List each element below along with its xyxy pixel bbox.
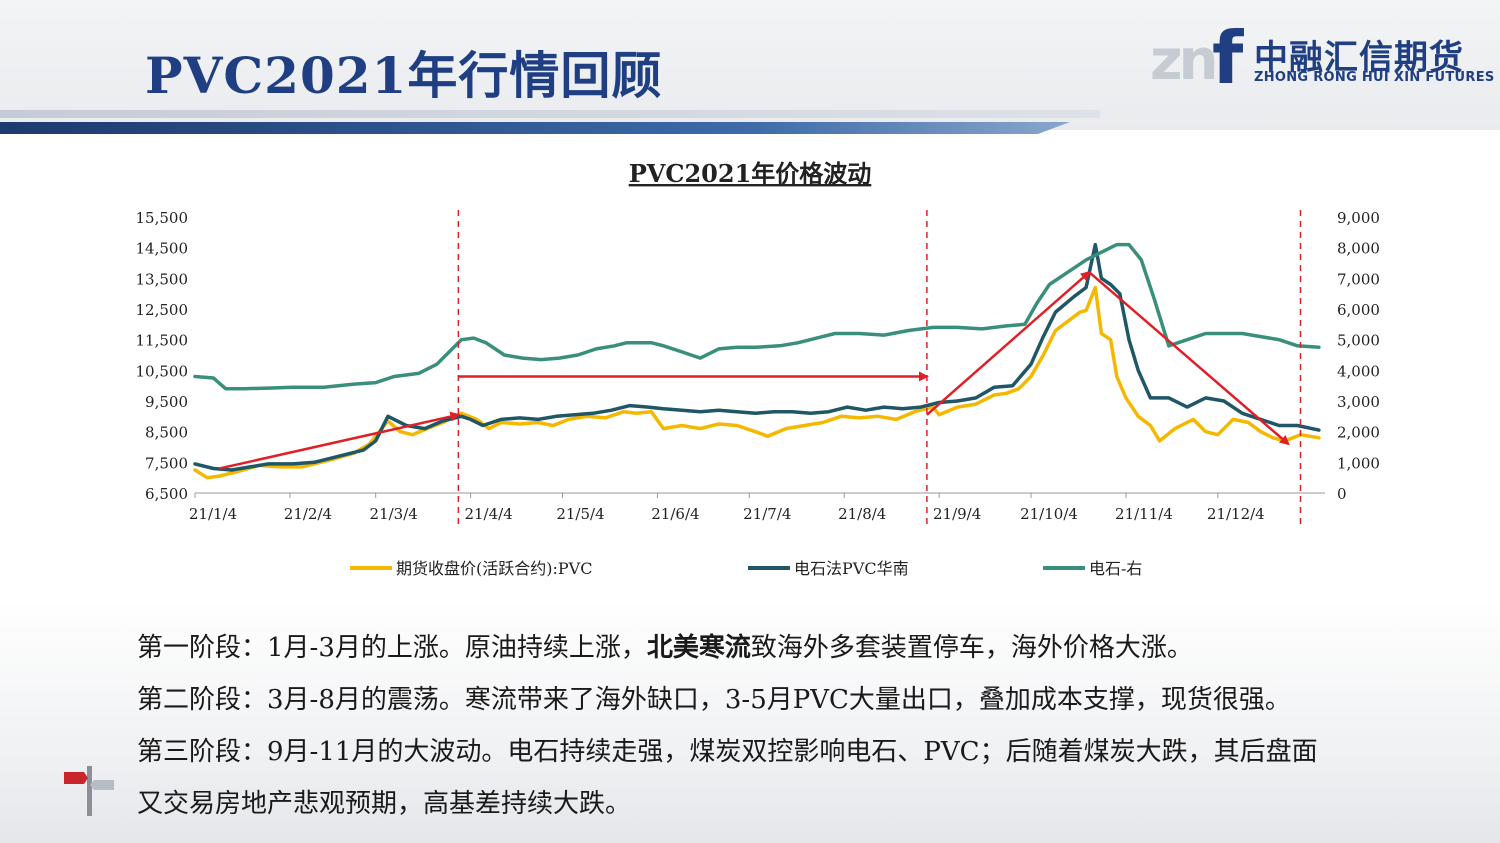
right-axis-tick-label: 9,000 — [1337, 209, 1380, 227]
x-axis-tick-label: 21/9/4 — [933, 505, 981, 523]
legend-label: 电石法PVC华南 — [794, 559, 909, 578]
chart-title: PVC2021年价格波动 — [629, 159, 872, 188]
left-axis-tick-label: 13,500 — [136, 270, 189, 288]
stage-one-highlight: 北美寒流 — [646, 633, 751, 663]
price-chart: PVC2021年价格波动 15,500 14,500 13,500 12,500 11,5… — [136, 159, 1380, 578]
stage-one-text: 第一阶段：1月-3月的上涨。原油持续上涨，北美寒流致海外多套装置停车，海外价格大… — [137, 622, 1457, 674]
left-axis-tick-label: 15,500 — [136, 209, 189, 227]
left-axis-tick-label: 10,500 — [136, 362, 189, 380]
left-axis-tick-label: 11,500 — [136, 332, 189, 350]
stage-two-text: 第二阶段：3月-8月的震荡。寒流带来了海外缺口，3-5月PVC大量出口，叠加成本… — [137, 685, 1291, 715]
trend-arrow — [1088, 271, 1290, 446]
logo-chinese-name: 中融汇信期货 — [1254, 38, 1464, 78]
left-axis-tick-label: 14,500 — [136, 240, 189, 258]
x-axis-tick-label: 21/6/4 — [651, 505, 699, 523]
left-axis-tick-label: 7,500 — [145, 454, 188, 472]
stage-one-lead: 第一阶段：1月-3月的上涨。原油持续上涨， — [137, 633, 647, 663]
right-axis-tick-label: 8,000 — [1337, 240, 1380, 258]
stage-three-text: 第三阶段：9月-11月的大波动。电石持续走强，煤炭双控影响电石、PVC；后随着煤… — [137, 737, 1318, 767]
x-axis-tick-label: 21/5/4 — [556, 505, 604, 523]
company-logo: zn f 中融汇信期货 ZHONG RONG HUI XIN FUTURES — [1150, 16, 1494, 100]
header-background — [0, 0, 1500, 130]
left-axis-tick-label: 8,500 — [145, 424, 188, 442]
x-axis-tick-label: 21/10/4 — [1020, 505, 1078, 523]
x-axis-tick-label: 21/12/4 — [1207, 505, 1265, 523]
series-line-3 — [193, 242, 1321, 391]
right-axis-tick-label: 3,000 — [1337, 393, 1380, 411]
x-axis-tick-label: 21/3/4 — [370, 505, 418, 523]
left-axis-tick-label: 9,500 — [145, 393, 188, 411]
x-axis-tick-label: 21/2/4 — [284, 505, 332, 523]
x-axis-tick-label: 21/4/4 — [464, 505, 512, 523]
logo-mark: zn — [1150, 28, 1218, 93]
footer-background — [0, 600, 1500, 843]
x-axis-tick-label: 21/7/4 — [743, 505, 791, 523]
signpost-icon — [64, 766, 114, 816]
trend-arrow — [926, 270, 1091, 416]
right-axis-tick-label: 0 — [1337, 485, 1347, 503]
right-axis-tick-label: 7,000 — [1337, 270, 1380, 288]
right-axis-tick-label: 1,000 — [1337, 454, 1380, 472]
right-axis-tick-label: 5,000 — [1337, 332, 1380, 350]
x-axis-tick-label: 21/11/4 — [1115, 505, 1173, 523]
series-line-1 — [193, 285, 1321, 480]
right-axis-tick-label: 6,000 — [1337, 301, 1380, 319]
left-axis-tick-label: 6,500 — [145, 485, 188, 503]
x-axis-tick-label: 21/1/4 — [189, 505, 237, 523]
stage-three-text-continued: 又交易房地产悲观预期，高基差持续大跌。 — [137, 789, 632, 819]
page-title: PVC2021年行情回顾 — [145, 46, 663, 105]
header-divider-light — [0, 110, 1100, 118]
right-axis-tick-label: 4,000 — [1337, 362, 1380, 380]
x-axis-tick-label: 21/8/4 — [838, 505, 886, 523]
logo-english-name: ZHONG RONG HUI XIN FUTURES — [1254, 70, 1495, 85]
legend-label: 期货收盘价(活跃合约):PVC — [396, 559, 592, 578]
legend-label: 电石-右 — [1089, 559, 1142, 578]
commentary: 第一阶段：1月-3月的上涨。原油持续上涨，北美寒流致海外多套装置停车，海外价格大… — [137, 622, 1457, 830]
stage-one-tail: 致海外多套装置停车，海外价格大涨。 — [750, 633, 1193, 663]
logo-letter: f — [1212, 16, 1244, 100]
left-axis-tick-label: 12,500 — [136, 301, 189, 319]
header-divider — [0, 122, 1070, 134]
right-axis-tick-label: 2,000 — [1337, 424, 1380, 442]
trend-arrow — [219, 411, 461, 470]
